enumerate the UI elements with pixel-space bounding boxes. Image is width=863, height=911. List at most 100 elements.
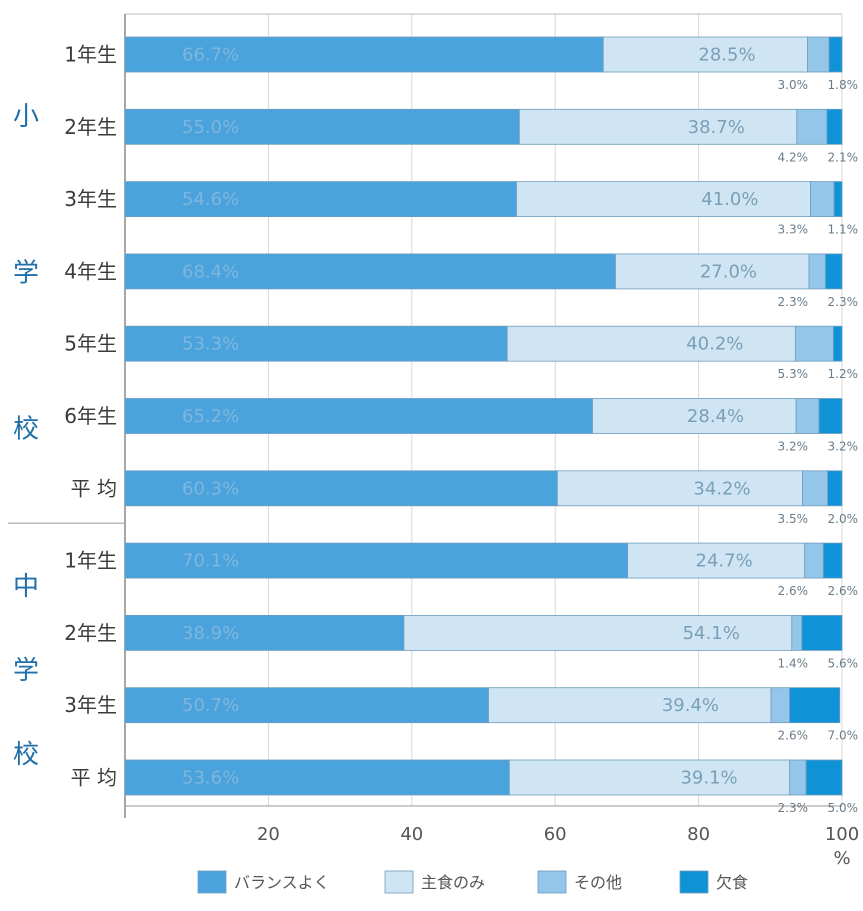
bar-segment-0 <box>124 470 558 507</box>
data-label-balance: 66.7% <box>182 45 239 66</box>
data-label-staple: 41.0% <box>701 189 758 210</box>
data-label-other: 5.3% <box>778 367 809 381</box>
legend-label: バランスよく <box>234 873 330 892</box>
bar-segment-3 <box>833 181 843 218</box>
data-label-skip: 2.0% <box>828 512 859 526</box>
data-label-staple: 28.4% <box>687 406 744 427</box>
data-label-balance: 53.3% <box>182 334 239 355</box>
bar-segment-1 <box>488 687 772 724</box>
data-label-skip: 1.8% <box>828 78 859 92</box>
data-label-skip: 2.6% <box>828 584 859 598</box>
bar-segment-2 <box>794 325 834 362</box>
x-tick-label: 20 <box>257 824 280 845</box>
bar-segment-1 <box>518 108 798 145</box>
legend-label: 欠食 <box>716 873 748 892</box>
bar-segment-3 <box>801 615 843 651</box>
category-label: 平 均 <box>71 766 117 790</box>
data-label-other: 2.3% <box>778 801 809 815</box>
category-label: 平 均 <box>71 476 117 500</box>
school-group-label-char: 校 <box>13 740 39 770</box>
bar-segment-3 <box>789 687 841 724</box>
bar-segment-2 <box>789 759 807 796</box>
data-label-skip: 2.3% <box>828 295 859 309</box>
legend-label: その他 <box>574 873 622 892</box>
bar-segment-2 <box>810 181 835 218</box>
data-label-other: 3.0% <box>778 78 809 92</box>
data-label-balance: 55.0% <box>182 117 239 138</box>
bar-segment-1 <box>403 615 793 651</box>
data-label-skip: 7.0% <box>828 729 859 743</box>
category-label: 1年生 <box>64 549 117 573</box>
data-label-other: 1.4% <box>778 656 809 670</box>
bar-segment-3 <box>832 325 843 362</box>
bar-segment-0 <box>124 542 629 579</box>
category-label: 6年生 <box>64 404 117 428</box>
bar-segment-0 <box>124 615 405 651</box>
data-label-skip: 1.1% <box>828 223 859 237</box>
data-label-balance: 65.2% <box>182 406 239 427</box>
category-label: 1年生 <box>64 43 117 67</box>
data-label-other: 3.2% <box>778 440 809 454</box>
data-label-skip: 5.0% <box>828 801 859 815</box>
bar-segment-1 <box>592 398 797 434</box>
data-label-other: 4.2% <box>778 150 809 164</box>
x-axis-unit: % <box>833 848 850 869</box>
bar-segment-3 <box>805 759 843 796</box>
school-group-label-char: 学 <box>13 656 39 686</box>
data-label-skip: 5.6% <box>828 656 859 670</box>
data-label-balance: 50.7% <box>182 695 239 716</box>
x-tick-label: 80 <box>687 824 710 845</box>
x-tick-label: 60 <box>544 824 567 845</box>
data-label-staple: 34.2% <box>693 478 750 499</box>
bar-segment-3 <box>827 470 843 507</box>
data-label-staple: 54.1% <box>683 623 740 644</box>
category-label: 4年生 <box>64 259 117 283</box>
data-label-staple: 39.4% <box>662 695 719 716</box>
bar-segment-1 <box>506 325 796 362</box>
data-label-balance: 68.4% <box>182 261 239 282</box>
school-group-label-char: 校 <box>13 415 39 445</box>
bar-segment-2 <box>802 470 829 507</box>
school-group-label-char: 小 <box>13 102 39 132</box>
bar-segment-0 <box>124 181 517 218</box>
bar-segment-2 <box>808 253 826 290</box>
bar-segment-1 <box>516 181 811 218</box>
category-label: 5年生 <box>64 332 117 356</box>
data-label-balance: 38.9% <box>182 623 239 644</box>
data-label-staple: 27.0% <box>700 261 757 282</box>
bar-segment-0 <box>124 325 508 362</box>
data-label-balance: 70.1% <box>182 551 239 572</box>
data-label-skip: 2.1% <box>828 150 859 164</box>
data-label-other: 2.6% <box>778 584 809 598</box>
bar-segment-0 <box>124 759 510 796</box>
bar-segment-1 <box>602 36 808 73</box>
bar-segment-2 <box>791 615 803 651</box>
bar-segment-1 <box>615 253 810 290</box>
bar-segment-1 <box>556 470 803 507</box>
category-label: 3年生 <box>64 187 117 211</box>
data-label-other: 3.5% <box>778 512 809 526</box>
bar-segment-2 <box>804 542 824 579</box>
legend-swatch <box>679 870 709 894</box>
x-tick-label: 40 <box>400 824 423 845</box>
legend-label: 主食のみ <box>421 873 485 892</box>
bar-segment-3 <box>818 398 843 434</box>
legend-swatch <box>197 870 227 894</box>
data-label-staple: 39.1% <box>680 768 737 789</box>
category-label: 3年生 <box>64 693 117 717</box>
data-label-other: 2.3% <box>778 295 809 309</box>
bar-segment-3 <box>825 253 843 290</box>
data-label-skip: 3.2% <box>828 440 859 454</box>
data-label-other: 3.3% <box>778 223 809 237</box>
category-label: 2年生 <box>64 115 117 139</box>
data-label-staple: 24.7% <box>696 551 753 572</box>
bar-segment-3 <box>828 36 843 73</box>
school-group-label-char: 中 <box>13 572 39 602</box>
bar-segment-0 <box>124 253 616 290</box>
school-group-label-char: 学 <box>13 258 39 288</box>
bar-segment-1 <box>508 759 791 796</box>
data-label-staple: 38.7% <box>688 117 745 138</box>
bar-segment-2 <box>807 36 830 73</box>
